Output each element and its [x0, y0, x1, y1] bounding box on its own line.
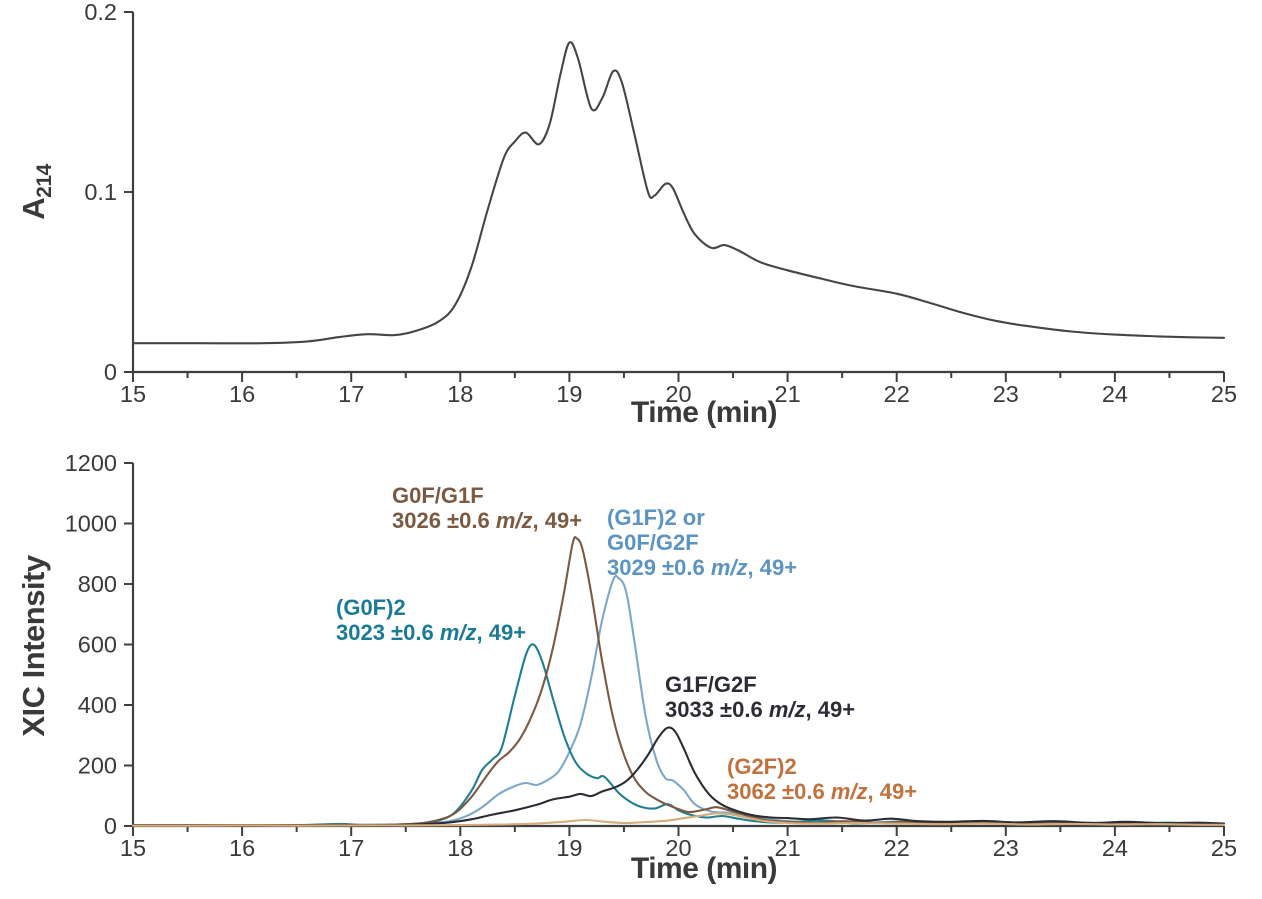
xic-chromatogram-x-tick-label: 25 [1211, 835, 1237, 861]
xic-chromatogram-x-tick-label: 18 [447, 835, 473, 861]
uv-chromatogram-x-tick-label: 23 [993, 381, 1019, 407]
xic-chromatogram-y-tick-label: 1200 [65, 450, 117, 476]
uv-chromatogram-x-tick-label: 22 [884, 381, 910, 407]
xic-chromatogram-y-tick-label: 400 [78, 692, 117, 718]
xic-chromatogram-x-tick-label: 21 [775, 835, 801, 861]
annotation-g0f2: (G0F)2 3023 ±0.6 m/z, 49+ [336, 595, 527, 645]
annotation-g1f2-or-g0f-g2f: (G1F)2 or G0F/G2F 3029 ±0.6 m/z, 49+ [607, 505, 798, 580]
xic-chromatogram-trace [131, 812, 1226, 827]
bottom-x-axis-title: Time (min) [630, 852, 778, 885]
xic-chromatogram-y-tick-label: 800 [78, 571, 117, 597]
xic-chromatogram-x-tick-label: 24 [1102, 835, 1128, 861]
uv-chromatogram-x-tick-label: 19 [556, 381, 582, 407]
uv-chromatogram-y-tick-label: 0.2 [84, 0, 117, 25]
xic-chromatogram-trace [131, 726, 1226, 827]
xic-chromatogram-y-tick-label: 0 [104, 813, 117, 839]
bottom-y-axis-title: XIC Intensity [16, 555, 51, 737]
uv-chromatogram-x-tick-label: 24 [1102, 381, 1128, 407]
top-y-axis-title: A214 [16, 132, 56, 252]
xic-chromatogram-y-tick-label: 1000 [65, 511, 117, 537]
xic-chromatogram-trace [131, 536, 1226, 827]
uv-chromatogram-axes [131, 12, 1224, 374]
uv-chromatogram-x-tick-label: 21 [775, 381, 801, 407]
uv-chromatogram-y-tick-label: 0.1 [84, 179, 117, 205]
xic-chromatogram-x-tick-label: 17 [338, 835, 364, 861]
xic-chromatogram-x-tick-label: 22 [884, 835, 910, 861]
uv-chromatogram-x-tick-label: 18 [447, 381, 473, 407]
annotation-g1f-g2f: G1F/G2F 3033 ±0.6 m/z, 49+ [665, 672, 856, 722]
xic-chromatogram-x-tick-label: 16 [229, 835, 255, 861]
xic-chromatogram-y-tick-label: 200 [78, 753, 117, 779]
uv-chromatogram-trace [131, 41, 1226, 345]
xic-chromatogram-x-tick-label: 19 [556, 835, 582, 861]
annotation-g0f-g1f: G0F/G1F 3026 ±0.6 m/z, 49+ [392, 483, 583, 533]
uv-chromatogram-y-tick-label: 0 [104, 359, 117, 385]
annotation-g2f2: (G2F)2 3062 ±0.6 m/z, 49+ [727, 754, 918, 804]
top-y-axis-title-base: A [16, 197, 51, 220]
xic-chromatogram-x-tick-label: 15 [120, 835, 146, 861]
top-x-axis-title: Time (min) [630, 396, 778, 429]
top-y-axis-title-subscript: 214 [33, 164, 57, 198]
uv-chromatogram-x-tick-label: 16 [229, 381, 255, 407]
xic-chromatogram-x-tick-label: 23 [993, 835, 1019, 861]
uv-chromatogram-x-tick-label: 25 [1211, 381, 1237, 407]
uv-chromatogram-x-tick-label: 17 [338, 381, 364, 407]
uv-chromatogram-x-tick-label: 20 [665, 381, 691, 407]
uv-chromatogram-x-tick-label: 15 [120, 381, 146, 407]
xic-chromatogram-x-tick-label: 20 [665, 835, 691, 861]
xic-chromatogram-y-tick-label: 600 [78, 632, 117, 658]
